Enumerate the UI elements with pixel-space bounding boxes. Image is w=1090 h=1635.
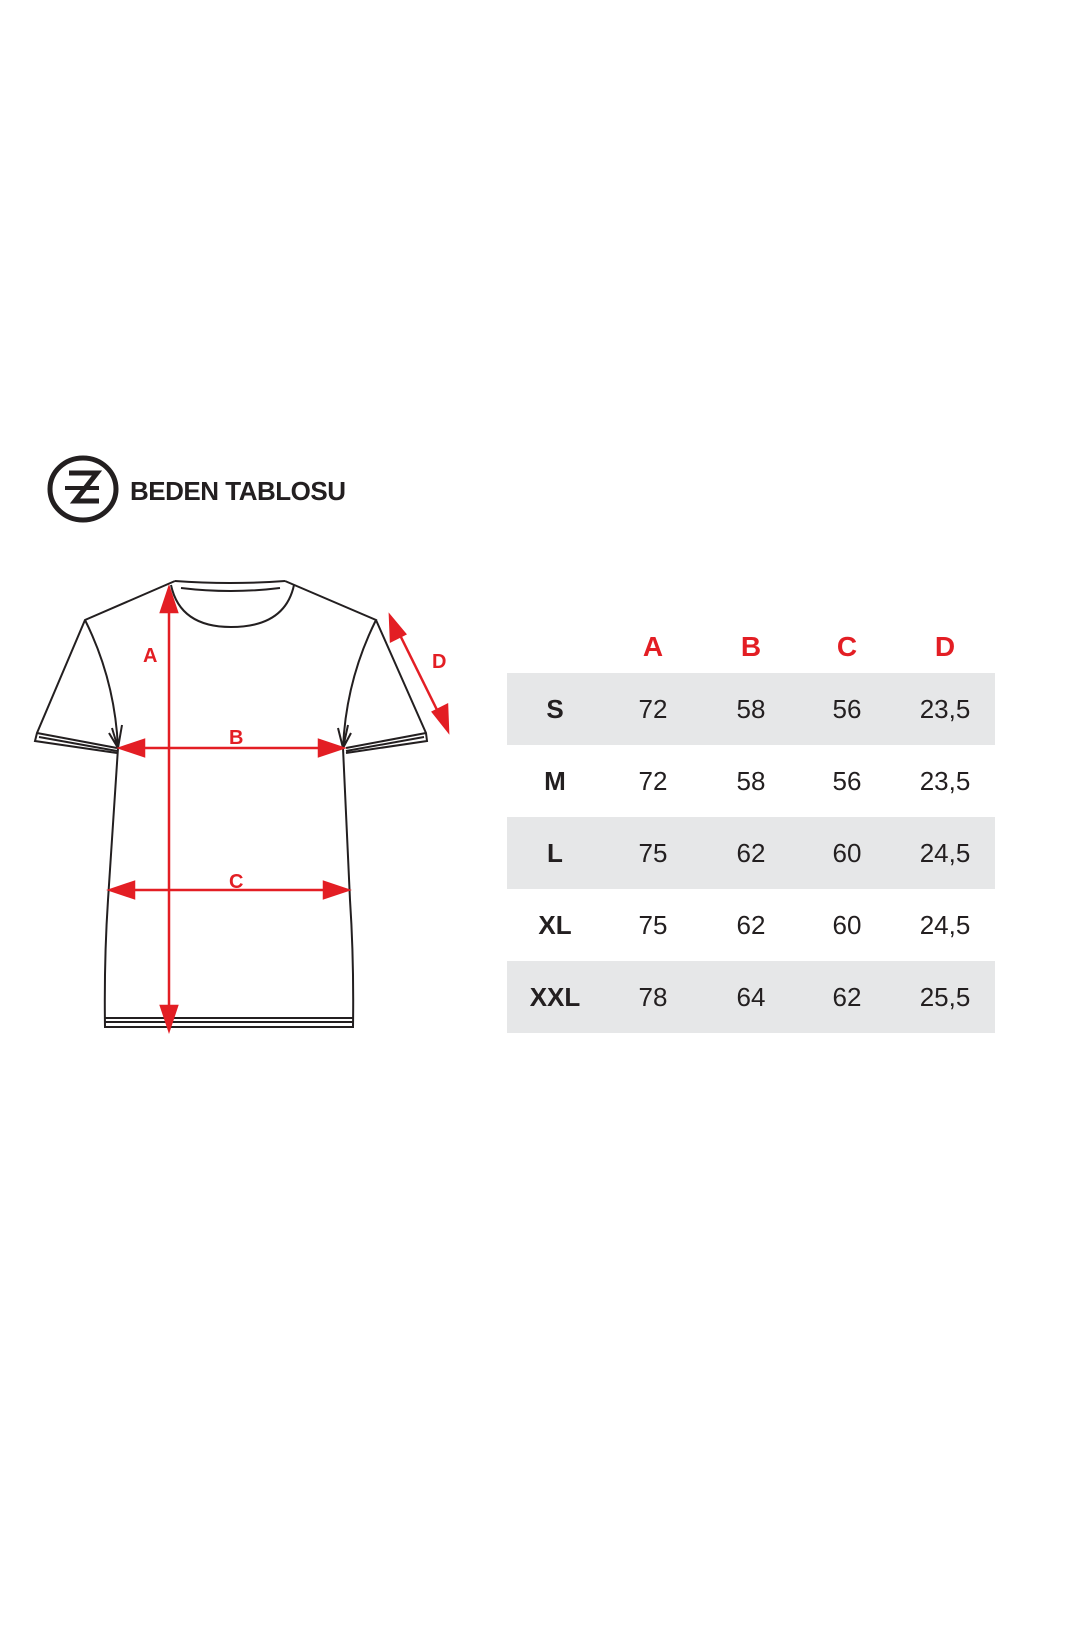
value-cell: 62 (832, 981, 862, 1012)
tshirt-outline (33, 580, 429, 1028)
value-cell: 60 (832, 837, 862, 868)
label-b: B (229, 727, 243, 749)
value-cell: 24,5 (919, 837, 971, 868)
header-cell: A (642, 630, 664, 662)
value-cell: 72 (638, 765, 668, 796)
label-a: A (143, 645, 157, 667)
size-cell: S (546, 693, 564, 724)
header-cell: D (934, 630, 956, 662)
value-cell: 23,5 (919, 765, 971, 796)
value-cell: 75 (638, 837, 668, 868)
value-cell: 60 (832, 909, 862, 940)
value-cell: 24,5 (919, 909, 971, 940)
brand-logo-icon (47, 455, 119, 523)
value-cell: 78 (638, 981, 668, 1012)
value-cell: 62 (736, 837, 766, 868)
table-row: M 72 58 56 23,5 (507, 745, 995, 817)
table-header: A B C D (507, 620, 995, 673)
value-cell: 75 (638, 909, 668, 940)
size-cell: L (547, 837, 563, 868)
value-cell: 25,5 (919, 981, 971, 1012)
table-row: XXL 78 64 62 25,5 (507, 961, 995, 1033)
value-cell: 64 (736, 981, 766, 1012)
value-cell: 56 (832, 765, 862, 796)
value-cell: 58 (736, 765, 766, 796)
page-title: BEDEN TABLOSU (130, 476, 346, 506)
table-row: XL 75 62 60 24,5 (507, 889, 995, 961)
value-cell: 72 (638, 693, 668, 724)
arrow-d (393, 624, 445, 723)
table-row: S 72 58 56 23,5 (507, 673, 995, 745)
size-cell: XXL (529, 981, 581, 1012)
value-cell: 23,5 (919, 693, 971, 724)
size-cell: M (544, 765, 566, 796)
value-cell: 56 (832, 693, 862, 724)
size-cell: XL (538, 909, 572, 940)
label-d: D (432, 651, 446, 673)
table-row: L 75 62 60 24,5 (507, 817, 995, 889)
label-c: C (229, 871, 243, 893)
header-cell: C (836, 630, 858, 662)
value-cell: 62 (736, 909, 766, 940)
value-cell: 58 (736, 693, 766, 724)
header-cell: B (740, 630, 762, 662)
size-table: A B C D S 72 58 56 23,5 M 72 58 56 23,5 … (507, 620, 995, 1033)
